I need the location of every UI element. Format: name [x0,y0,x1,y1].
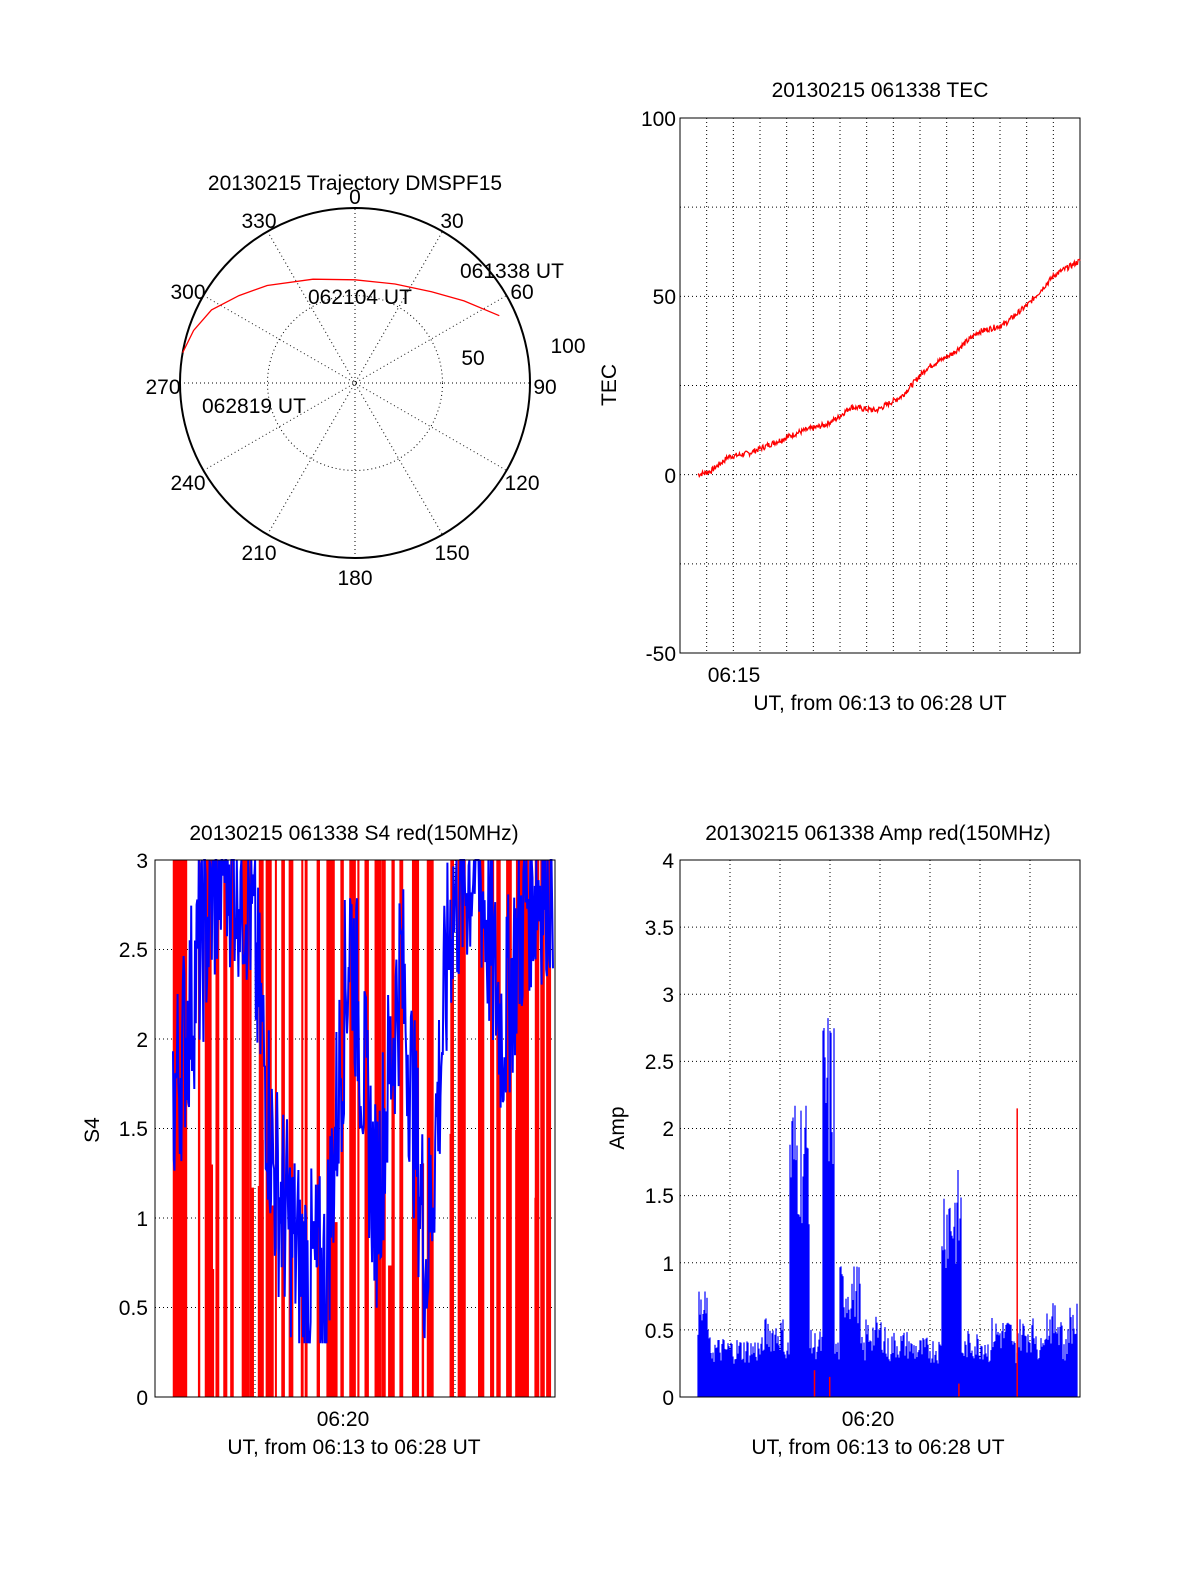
amp-x-tick-label: 06:20 [842,1408,895,1431]
az-label-150: 150 [434,542,469,565]
radial-label-100: 100 [550,335,585,358]
s4-x-tick-label: 06:20 [317,1408,370,1431]
az-label-270: 270 [145,376,180,399]
tec-y-axis-label: TEC [598,364,621,406]
tec-y-tick-label: -50 [646,643,676,666]
polar-grid-circle [267,295,443,471]
az-label-30: 30 [440,210,463,233]
tec-y-tick-label: 0 [664,465,676,488]
annotation-mid-time: 062104 UT [308,286,412,309]
amp-y-tick-label: 4 [662,850,674,873]
amp-chart: 20130215 061338 Amp red(150MHz) 0 0.5 1 … [606,822,1081,1459]
amp-y-tick-label: 1 [662,1253,674,1276]
polar-azimuth-labels: 0 30 60 90 120 150 180 210 240 270 300 3… [145,186,556,590]
tec-chart: 20130215 061338 TEC 100 50 0 -50 06:15 U… [598,79,1081,715]
az-label-0: 0 [349,186,361,209]
polar-outer-circle [179,207,531,559]
tec-x-axis-label: UT, from 06:13 to 06:28 UT [753,692,1006,715]
az-label-300: 300 [170,281,205,304]
s4-plot-frame [154,859,556,1398]
s4-y-tick-labels: 0 0.5 1 1.5 2 2.5 3 [119,850,148,1410]
s4-blue-line [172,859,554,1344]
s4-blue-series [172,859,554,1344]
s4-y-tick-label: 0 [136,1387,148,1410]
tec-grid [680,118,1080,653]
annotation-end-time: 062819 UT [202,395,306,418]
s4-y-tick-label: 2 [136,1029,148,1052]
amp-grid [680,860,1080,1397]
az-label-90: 90 [533,376,556,399]
tec-plot-frame [679,117,1081,654]
amp-x-axis-label: UT, from 06:13 to 06:28 UT [751,1436,1004,1459]
amp-y-tick-labels: 0 0.5 1 1.5 2 2.5 3 3.5 4 [645,850,675,1410]
s4-y-tick-label: 1 [136,1208,148,1231]
az-label-120: 120 [504,472,539,495]
amp-y-tick-label: 3 [662,984,674,1007]
az-label-180: 180 [337,567,372,590]
annotation-start-time: 061338 UT [460,260,564,283]
tec-series-line [697,258,1081,479]
trajectory-line [182,278,500,353]
s4-y-tick-label: 3 [136,850,148,873]
amp-y-tick-label: 2.5 [645,1051,674,1074]
amp-title: 20130215 061338 Amp red(150MHz) [705,822,1051,845]
amp-y-tick-label: 3.5 [645,917,674,940]
az-label-60: 60 [510,281,533,304]
tec-y-tick-label: 50 [653,286,676,309]
s4-y-tick-label: 0.5 [119,1297,148,1320]
s4-title: 20130215 061338 S4 red(150MHz) [189,822,518,845]
radial-label-50: 50 [461,347,484,370]
polar-trajectory-chart: 20130215 Trajectory DMSPF15 0 30 60 90 1… [145,172,585,590]
az-label-330: 330 [241,210,276,233]
s4-chart: 20130215 061338 S4 red(150MHz) 0 0.5 1 1… [81,822,556,1459]
amp-blue-series [697,1018,1078,1397]
az-label-240: 240 [170,472,205,495]
amp-y-tick-label: 0 [662,1387,674,1410]
polar-grid [180,208,530,558]
polar-title: 20130215 Trajectory DMSPF15 [208,172,502,195]
amp-y-tick-label: 0.5 [645,1320,674,1343]
tec-title: 20130215 061338 TEC [772,79,989,102]
az-label-210: 210 [241,542,276,565]
amp-y-axis-label: Amp [606,1106,629,1149]
amp-y-tick-label: 1.5 [645,1185,674,1208]
s4-y-tick-label: 2.5 [119,939,148,962]
tec-x-tick-label: 06:15 [708,664,761,687]
amp-plot-frame [679,859,1081,1398]
s4-y-tick-label: 1.5 [119,1118,148,1141]
tec-y-tick-label: 100 [641,108,676,131]
amp-y-tick-label: 2 [662,1118,674,1141]
amp-red-series [813,1108,1018,1397]
s4-y-axis-label: S4 [81,1117,104,1143]
s4-x-axis-label: UT, from 06:13 to 06:28 UT [227,1436,480,1459]
tec-y-tick-labels: 100 50 0 -50 [641,108,676,666]
